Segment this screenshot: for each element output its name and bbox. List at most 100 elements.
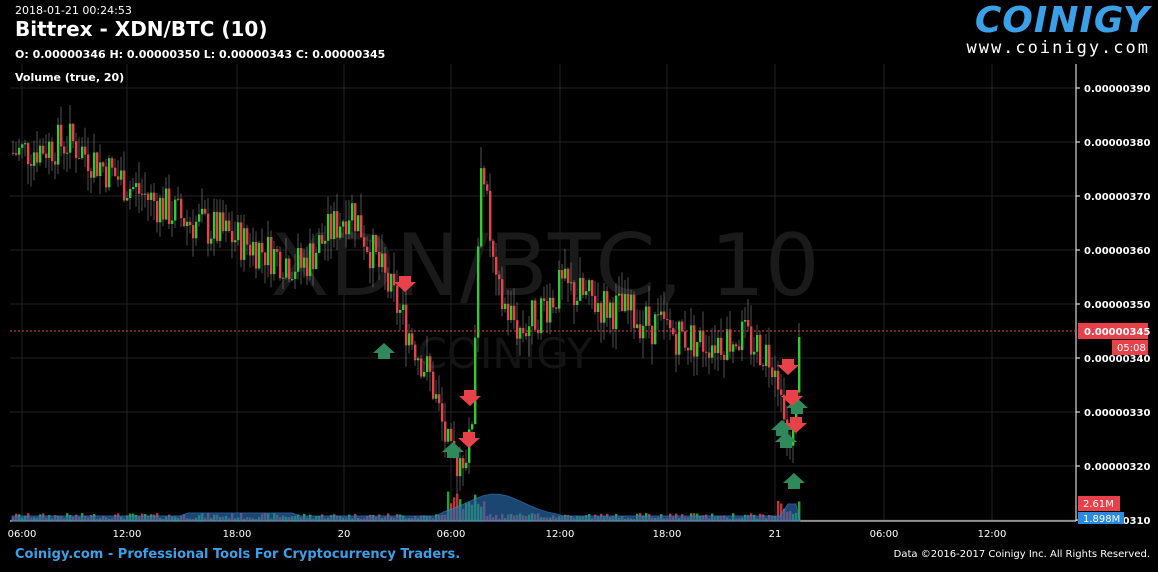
candle-body (144, 193, 147, 195)
candle-body (162, 197, 165, 220)
volume-average-area (11, 493, 801, 522)
candle-body (273, 248, 276, 275)
candle-body (234, 240, 237, 243)
candle-body (264, 252, 267, 266)
y-tick-label: 0.00000350 (1084, 300, 1150, 311)
candle-body (228, 220, 231, 232)
candle-body (735, 344, 738, 347)
candle-body (549, 297, 552, 323)
candle-body (324, 240, 327, 244)
sell-arrow (781, 390, 803, 406)
candle-body (201, 208, 204, 215)
candle-body (708, 352, 711, 358)
candle-body (666, 318, 669, 321)
candle-body (369, 252, 372, 269)
candle-body (510, 305, 513, 321)
candle-body (504, 303, 507, 310)
candle-body (195, 221, 198, 239)
x-tick-label: 06:00 (437, 529, 466, 540)
candle-body (561, 270, 564, 279)
sell-arrow (785, 417, 807, 433)
x-tick-label: 20 (338, 529, 351, 540)
candle-body (405, 304, 408, 346)
candle-body (441, 403, 444, 422)
sell-arrow (394, 276, 416, 292)
volume-high-badge (1078, 496, 1120, 511)
candle-body (660, 311, 663, 315)
candle-body (627, 294, 630, 311)
candle-body (507, 303, 510, 321)
candle-body (519, 327, 522, 339)
candle-body (423, 371, 426, 377)
candle-body (744, 319, 747, 322)
candle-body (180, 198, 183, 219)
candle-body (594, 296, 597, 313)
candle-body (732, 344, 735, 352)
candle-body (186, 221, 189, 227)
x-tick-label: 18:00 (223, 529, 252, 540)
candle-body (372, 234, 375, 269)
candle-body (90, 171, 93, 178)
candle-body (24, 143, 27, 145)
logo-text: COINIGY (974, 0, 1150, 41)
candle-body (540, 298, 543, 334)
candle-body (381, 253, 384, 268)
sell-arrow (458, 432, 480, 448)
candle-body (327, 213, 330, 241)
candle-body (474, 337, 477, 425)
candle-body (651, 325, 654, 345)
candle-body (42, 145, 45, 154)
candle-body (696, 342, 699, 357)
candle-body (669, 320, 672, 329)
candle-body (702, 330, 705, 352)
candle-body (774, 370, 777, 378)
candle-body (465, 462, 468, 469)
volume-bar (798, 501, 801, 521)
candle-body (159, 197, 162, 223)
volume-indicator-label: Volume (true, 20) (15, 71, 125, 84)
candle-body (291, 279, 294, 281)
candle-body (189, 221, 192, 226)
y-tick-label: 0.00000380 (1084, 138, 1150, 149)
candle-body (768, 344, 771, 368)
candle-body (648, 306, 651, 326)
candle-body (573, 282, 576, 306)
candle-body (579, 278, 582, 301)
candle-body (399, 309, 402, 313)
candle-body (597, 303, 600, 313)
candle-body (645, 306, 648, 326)
countdown-text: 05:08 (1117, 343, 1146, 354)
candle-body (564, 268, 567, 279)
candle-body (267, 237, 270, 266)
candle-body (192, 225, 195, 239)
candle-body (438, 394, 441, 404)
candle-body (135, 183, 138, 188)
candle-body (129, 189, 132, 198)
candle-body (462, 458, 465, 469)
candle-body (213, 211, 216, 239)
candle-body (333, 211, 336, 240)
candle-body (147, 193, 150, 201)
last-price-text: 0.00000345 (1084, 327, 1150, 338)
candle-body (582, 278, 585, 295)
candle-body (75, 141, 78, 159)
candle-body (486, 184, 489, 191)
candle-body (261, 243, 264, 253)
candle-body (174, 199, 177, 221)
candle-body (699, 330, 702, 343)
candle-body (249, 244, 252, 256)
candle-body (693, 325, 696, 357)
buy-arrow (442, 442, 464, 458)
candle-body (99, 162, 102, 177)
candle-body (165, 188, 168, 220)
candle-body (207, 213, 210, 244)
candle-body (417, 358, 420, 361)
candle-body (630, 294, 633, 311)
candle-body (252, 241, 255, 256)
candle-body (318, 235, 321, 253)
candle-body (360, 215, 363, 238)
candle-body (141, 193, 144, 195)
candle-body (429, 356, 432, 372)
candle-body (408, 333, 411, 346)
